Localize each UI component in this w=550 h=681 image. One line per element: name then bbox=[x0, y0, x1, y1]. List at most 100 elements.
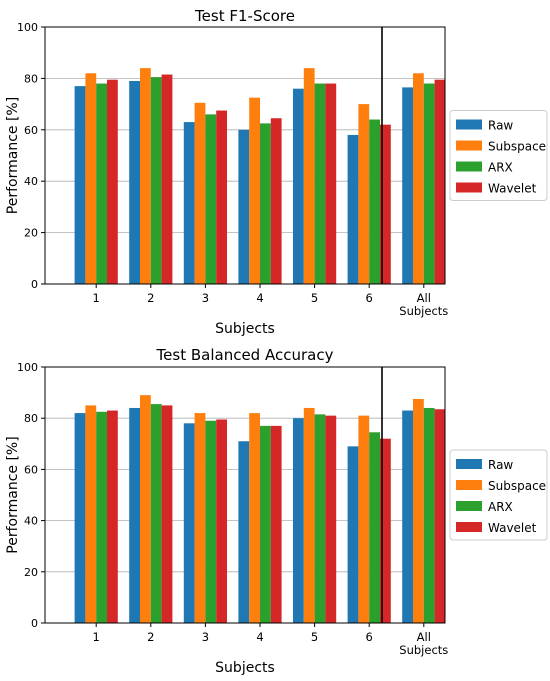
bar-raw-2 bbox=[129, 80, 140, 284]
legend: Raw Subspace ARX Wavelet bbox=[449, 110, 548, 201]
bar-arx-3 bbox=[205, 420, 217, 623]
bar-wavelet-3 bbox=[216, 419, 227, 623]
bar-wavelet-1 bbox=[107, 79, 118, 284]
bar-arx-5 bbox=[314, 83, 326, 284]
bar-wavelet-6 bbox=[380, 124, 391, 284]
bar-raw-3 bbox=[183, 122, 195, 284]
legend-label-subspace: Subspace bbox=[488, 140, 546, 154]
legend-swatch-raw bbox=[456, 459, 482, 469]
x-tick-label: All bbox=[417, 630, 431, 644]
x-tick-label: Subjects bbox=[399, 304, 448, 318]
x-axis-label: Subjects bbox=[215, 321, 275, 337]
bar-wavelet-7 bbox=[434, 79, 446, 284]
bar-raw-7 bbox=[402, 410, 413, 623]
bar-subspace-7 bbox=[413, 399, 424, 623]
x-tick-label: 3 bbox=[202, 630, 209, 644]
bar-arx-7 bbox=[423, 83, 435, 284]
bar-wavelet-4 bbox=[270, 118, 282, 284]
legend-label-arx: ARX bbox=[488, 500, 513, 514]
bar-raw-5 bbox=[293, 88, 304, 285]
bar-wavelet-3 bbox=[216, 110, 227, 285]
bar-wavelet-2 bbox=[161, 405, 173, 623]
bar-wavelet-5 bbox=[325, 83, 337, 284]
y-tick-label: 80 bbox=[24, 412, 38, 425]
bar-arx-7 bbox=[423, 407, 435, 623]
bar-raw-1 bbox=[74, 86, 86, 284]
x-tick-label: All bbox=[417, 291, 431, 305]
bar-arx-5 bbox=[314, 414, 326, 623]
legend-label-wavelet: Wavelet bbox=[488, 521, 537, 535]
legend-swatch-arx bbox=[456, 161, 482, 172]
bar-arx-2 bbox=[150, 77, 162, 285]
bar-raw-1 bbox=[74, 413, 86, 623]
bar-arx-6 bbox=[369, 119, 380, 285]
x-tick-label: 1 bbox=[93, 630, 100, 644]
legend-swatch-wavelet bbox=[456, 182, 482, 193]
y-tick-label: 80 bbox=[24, 72, 38, 85]
y-tick-label: 60 bbox=[24, 463, 38, 476]
bar-subspace-6 bbox=[358, 415, 370, 623]
bar-wavelet-7 bbox=[434, 409, 446, 623]
legend-label-raw: Raw bbox=[488, 458, 513, 472]
bar-subspace-7 bbox=[413, 73, 424, 284]
bar-arx-1 bbox=[96, 411, 107, 623]
bar-subspace-3 bbox=[194, 102, 206, 284]
legend-label-raw: Raw bbox=[488, 119, 513, 133]
bar-wavelet-4 bbox=[270, 425, 282, 623]
bar-raw-5 bbox=[293, 418, 304, 623]
bar-subspace-2 bbox=[140, 68, 151, 285]
bar-arx-3 bbox=[205, 114, 217, 284]
y-tick-label: 60 bbox=[24, 124, 38, 137]
bar-wavelet-2 bbox=[161, 74, 173, 284]
bar-raw-7 bbox=[402, 87, 413, 285]
legend-box bbox=[449, 449, 548, 541]
bar-subspace-6 bbox=[358, 104, 370, 284]
bar-raw-6 bbox=[347, 446, 359, 623]
plot-frame bbox=[44, 366, 446, 624]
x-tick-label: Subjects bbox=[399, 643, 448, 657]
chart-title: Test Balanced Accuracy bbox=[156, 346, 334, 364]
y-tick-label: 100 bbox=[17, 21, 38, 34]
legend-label-wavelet: Wavelet bbox=[488, 182, 537, 196]
bar-subspace-1 bbox=[85, 73, 97, 284]
legend-swatch-subspace bbox=[456, 480, 482, 490]
x-tick-label: 4 bbox=[256, 630, 263, 644]
x-tick-label: 2 bbox=[147, 291, 154, 305]
legend-label-subspace: Subspace bbox=[488, 479, 546, 493]
x-tick-label: 5 bbox=[311, 630, 318, 644]
x-tick-label: 6 bbox=[366, 291, 373, 305]
x-tick-label: 2 bbox=[147, 630, 154, 644]
plot-frame bbox=[44, 26, 446, 285]
y-tick-label: 20 bbox=[24, 566, 38, 579]
bar-arx-4 bbox=[260, 425, 271, 623]
bar-subspace-4 bbox=[249, 413, 260, 623]
legend-swatch-raw bbox=[456, 119, 482, 130]
bar-wavelet-1 bbox=[107, 410, 118, 623]
bar-raw-3 bbox=[183, 423, 195, 623]
x-tick-label: 6 bbox=[366, 630, 373, 644]
y-tick-label: 100 bbox=[17, 361, 38, 374]
x-tick-label: 4 bbox=[256, 291, 263, 305]
y-tick-label: 0 bbox=[31, 617, 38, 630]
bar-arx-1 bbox=[96, 83, 107, 284]
y-axis-label: Performance [%] bbox=[5, 436, 21, 553]
bar-arx-6 bbox=[369, 432, 380, 623]
x-tick-label: 5 bbox=[311, 291, 318, 305]
x-axis-label: Subjects bbox=[215, 660, 275, 676]
legend-swatch-subspace bbox=[456, 140, 482, 151]
bar-subspace-5 bbox=[303, 407, 315, 623]
legend-box bbox=[449, 110, 548, 201]
x-tick-label: 1 bbox=[93, 291, 100, 305]
y-tick-label: 20 bbox=[24, 227, 38, 240]
bar-arx-4 bbox=[260, 123, 271, 284]
y-tick-label: 0 bbox=[31, 278, 38, 291]
y-tick-label: 40 bbox=[24, 175, 38, 188]
legend-swatch-wavelet bbox=[456, 522, 482, 532]
bar-subspace-1 bbox=[85, 405, 97, 623]
bar-wavelet-5 bbox=[325, 415, 337, 623]
bar-subspace-3 bbox=[194, 413, 206, 623]
